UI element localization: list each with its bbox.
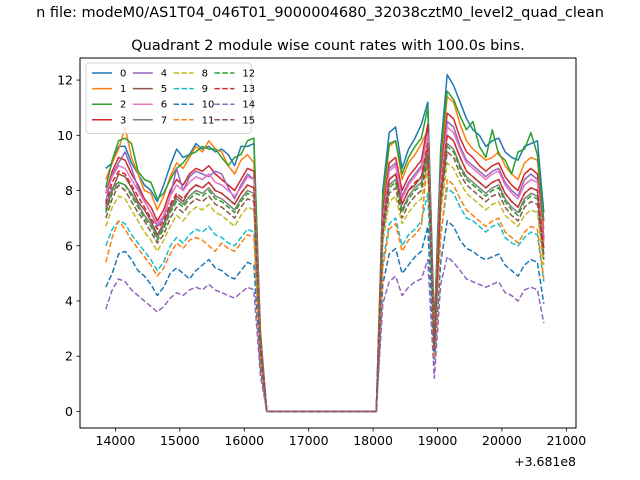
series-line-10 [105,220,545,413]
y-tick-label: 2 [65,349,73,364]
figure-suptitle: n file: modeM0/AS1T04_046T01_9000004680_… [36,5,604,21]
legend-label-15: 15 [242,115,255,126]
legend-label-13: 13 [242,84,255,95]
x-tick-label: 17000 [289,433,329,448]
legend-label-10: 10 [202,100,215,111]
legend-label-6: 6 [161,100,167,111]
y-tick-label: 8 [65,183,73,198]
y-tick-label: 10 [57,128,73,143]
legend-label-8: 8 [202,69,208,80]
legend-label-11: 11 [202,115,215,126]
x-tick-label: 19000 [418,433,458,448]
legend-label-3: 3 [120,115,126,126]
legend-label-0: 0 [120,69,126,80]
legend-box [85,62,252,134]
axes-layer: 14000 15000 16000 17000 18000 19000 20000 21000… [57,73,586,448]
chart-title: Quadrant 2 module wise count rates with … [131,38,525,54]
x-tick-label: 14000 [96,433,136,448]
series-line-3 [105,112,545,413]
legend-label-5: 5 [161,84,167,95]
x-tick-label: 20000 [482,433,522,448]
legend-label-4: 4 [161,69,167,80]
x-tick-label: 16000 [224,433,264,448]
legend-label-14: 14 [242,100,255,111]
legend-label-2: 2 [120,100,126,111]
series-line-14 [105,256,545,413]
series-layer [105,73,545,413]
y-tick-label: 0 [65,404,73,419]
x-offset-label: +3.681e8 [514,454,576,469]
y-tick-label: 6 [65,238,73,253]
legend-label-12: 12 [242,69,255,80]
x-tick-label: 18000 [353,433,393,448]
series-line-9 [105,187,545,413]
series-line-12 [105,145,545,413]
series-line-15 [105,151,545,413]
legend-label-1: 1 [120,84,126,95]
series-line-8 [105,162,545,413]
series-line-7 [105,142,545,413]
y-tick-label: 4 [65,293,73,308]
y-tick-label: 12 [57,73,73,88]
x-tick-label: 21000 [546,433,586,448]
legend-label-9: 9 [202,84,208,95]
legend-label-7: 7 [161,115,167,126]
plot-frame [79,57,577,429]
x-tick-label: 15000 [160,433,200,448]
